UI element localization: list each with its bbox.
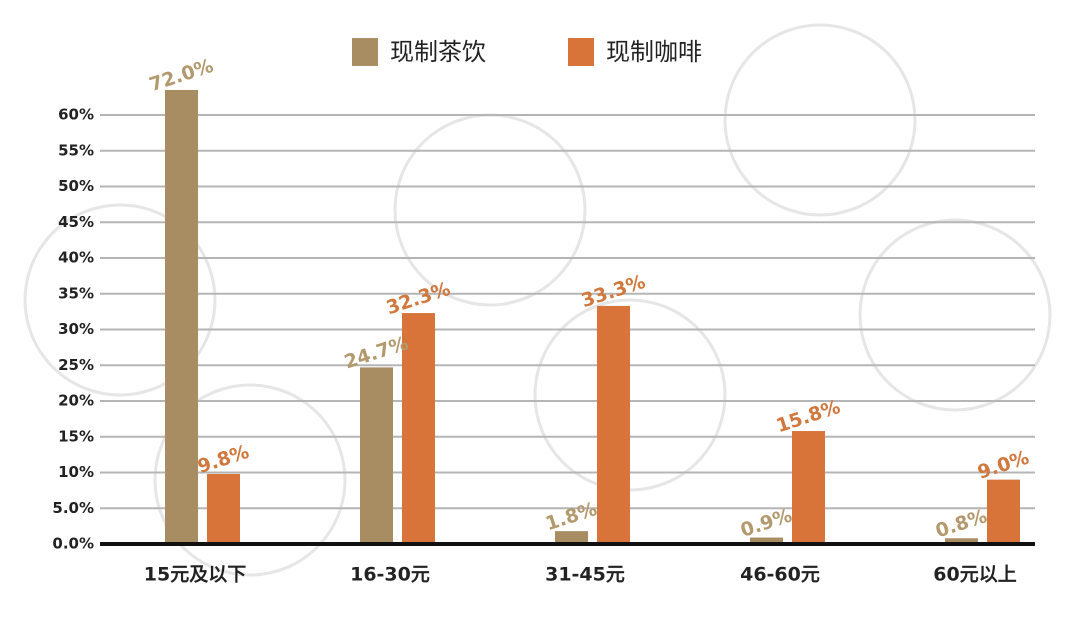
y-tick-label: 50% [58, 177, 94, 195]
legend-label: 现制咖啡 [606, 38, 702, 66]
bar [945, 538, 978, 544]
x-tick-label: 60元以上 [933, 564, 1016, 586]
y-tick-label: 30% [58, 320, 94, 338]
y-tick-label: 25% [58, 356, 94, 374]
value-label: 15.8% [774, 396, 843, 437]
y-tick-label: 40% [58, 249, 94, 267]
bar [792, 431, 825, 544]
value-label: 0.9% [738, 504, 795, 541]
bar [555, 531, 588, 544]
watermarks [23, 23, 1052, 577]
bar [750, 537, 783, 544]
value-label: 9.0% [975, 447, 1032, 484]
bar [402, 313, 435, 544]
bar [987, 479, 1020, 544]
x-tick-label: 31-45元 [545, 564, 625, 586]
value-label: 33.3% [579, 271, 648, 312]
bar [207, 473, 240, 544]
bar [165, 90, 198, 545]
y-tick-label: 10% [58, 463, 94, 481]
value-label: 0.8% [933, 505, 990, 542]
legend-swatch [568, 38, 594, 66]
x-tick-label: 15元及以下 [144, 564, 246, 586]
y-tick-label: 0.0% [52, 535, 94, 553]
value-label: 72.0% [147, 55, 216, 96]
bar [360, 367, 393, 544]
legend-label: 现制茶饮 [390, 38, 486, 66]
x-tick-label: 16-30元 [350, 564, 430, 586]
bars [165, 90, 1020, 545]
value-label: 1.8% [543, 498, 600, 535]
y-tick-label: 35% [58, 284, 94, 302]
y-tick-label: 5.0% [52, 499, 94, 517]
y-tick-label: 20% [58, 392, 94, 410]
y-tick-label: 60% [58, 106, 94, 124]
y-tick-label: 55% [58, 141, 94, 159]
bar [597, 305, 630, 544]
legend-swatch [352, 38, 378, 66]
value-label: 24.7% [342, 332, 411, 373]
value-label: 32.3% [384, 278, 453, 319]
x-tick-label: 46-60元 [740, 564, 820, 586]
y-tick-label: 15% [58, 427, 94, 445]
y-tick-label: 45% [58, 213, 94, 231]
